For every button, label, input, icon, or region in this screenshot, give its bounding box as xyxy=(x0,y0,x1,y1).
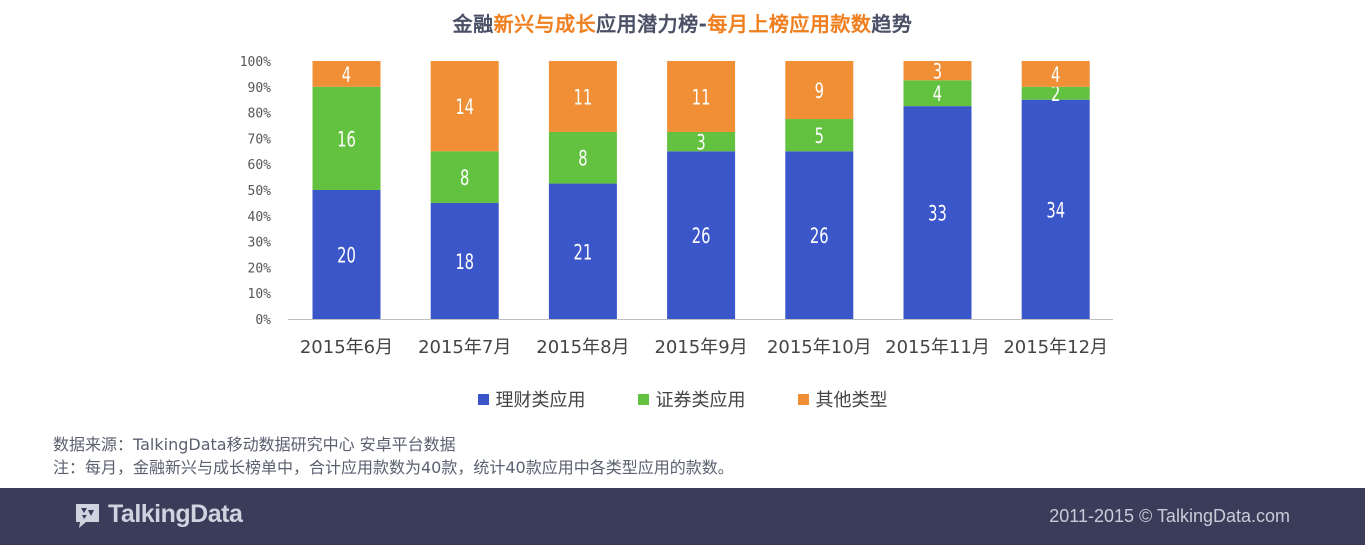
bar-segment xyxy=(785,119,854,152)
legend-item-other: 其他类型 xyxy=(797,386,888,412)
data-label: 16 xyxy=(337,129,356,152)
legend-item-securities: 证券类应用 xyxy=(637,386,746,412)
title-part-5: 趋势 xyxy=(871,12,913,36)
source-note: 数据来源：TalkingData移动数据研究中心 安卓平台数据 xyxy=(53,435,456,454)
y-tick-label: 30% xyxy=(248,236,272,251)
x-tick-label: 2015年10月 xyxy=(767,337,872,358)
bar-segment xyxy=(667,151,736,319)
legend-label-securities: 证券类应用 xyxy=(655,390,746,411)
chart-title: 金融新兴与成长应用潜力榜-每月上榜应用款数趋势 xyxy=(0,8,1365,37)
title-part-2: 新兴与成长 xyxy=(493,12,597,36)
data-label: 8 xyxy=(578,148,587,171)
footer-bar: TalkingData 2011-2015 © TalkingData.com xyxy=(0,488,1365,545)
bar-segment xyxy=(430,61,499,152)
data-label: 4 xyxy=(933,83,942,106)
bar-segment xyxy=(903,80,972,107)
y-axis: 0% 10% 20% 30% 40% 50% 60% 70% 80% 90% 100% xyxy=(240,55,271,328)
y-tick-label: 0% xyxy=(255,313,271,328)
bar-segment xyxy=(548,131,617,184)
data-label: 14 xyxy=(455,96,474,119)
y-tick-label: 60% xyxy=(248,158,272,173)
title-part-4: 每月上榜应用款数 xyxy=(707,12,872,36)
data-label: 21 xyxy=(574,241,593,264)
data-label: 3 xyxy=(696,132,705,155)
data-label: 18 xyxy=(455,251,474,274)
bar-segment xyxy=(430,151,499,203)
logo-text: TalkingData xyxy=(108,500,243,528)
data-label: 2 xyxy=(1051,83,1060,106)
method-note: 注：每月，金融新兴与成长榜单中，合计应用款数为40款，统计40款应用中各类型应用… xyxy=(53,458,734,477)
data-label: 34 xyxy=(1046,200,1065,223)
x-tick-label: 2015年7月 xyxy=(418,337,511,358)
legend: 理财类应用 证券类应用 其他类型 xyxy=(0,386,1365,412)
bar-segment xyxy=(548,61,617,132)
data-label: 4 xyxy=(342,64,351,87)
bar-segment xyxy=(430,202,499,319)
legend-label-wealth: 理财类应用 xyxy=(495,390,586,411)
bar-segment xyxy=(903,61,972,81)
data-label: 3 xyxy=(933,61,942,84)
bar-segment xyxy=(785,61,854,120)
y-tick-label: 80% xyxy=(248,107,272,122)
data-label: 9 xyxy=(815,80,824,103)
legend-swatch-wealth xyxy=(477,393,489,405)
bar-segment xyxy=(1021,99,1090,319)
data-label: 26 xyxy=(810,225,829,248)
talkingdata-logo: TalkingData xyxy=(72,500,243,529)
data-label: 11 xyxy=(574,87,593,110)
data-label: 8 xyxy=(460,167,469,190)
legend-label-other: 其他类型 xyxy=(815,390,888,411)
data-label: 33 xyxy=(928,203,947,226)
x-tick-label: 2015年11月 xyxy=(885,337,990,358)
data-label: 5 xyxy=(815,125,824,148)
y-tick-label: 40% xyxy=(248,210,272,225)
data-label: 20 xyxy=(337,245,356,268)
title-part-1: 金融 xyxy=(452,12,494,36)
x-tick-label: 2015年6月 xyxy=(300,337,393,358)
y-tick-label: 10% xyxy=(248,287,272,302)
x-axis: 2015年6月 2015年7月 2015年8月 2015年9月 2015年10月 2015… xyxy=(288,319,1113,358)
bar-segment xyxy=(312,61,381,87)
logo-icon xyxy=(76,503,99,528)
bar-segment xyxy=(548,183,617,319)
y-tick-label: 100% xyxy=(240,55,271,70)
bar-segment xyxy=(312,86,381,190)
bar-segment xyxy=(1021,86,1090,100)
bar-segment xyxy=(785,151,854,319)
bar-segment xyxy=(903,106,972,320)
y-tick-label: 20% xyxy=(248,261,272,276)
stacked-bar-chart: 0% 10% 20% 30% 40% 50% 60% 70% 80% 90% 100% 20 16 4 1… xyxy=(240,55,1113,358)
bar-segment xyxy=(1021,61,1090,87)
y-tick-label: 50% xyxy=(248,184,272,199)
y-tick-label: 70% xyxy=(248,132,272,147)
notes: 数据来源：TalkingData移动数据研究中心 安卓平台数据 注：每月，金融新… xyxy=(53,433,734,479)
bar-segment xyxy=(312,190,381,319)
y-tick-label: 90% xyxy=(248,81,272,96)
x-tick-label: 2015年9月 xyxy=(654,337,747,358)
data-label: 4 xyxy=(1051,64,1060,87)
legend-swatch-securities xyxy=(637,393,649,405)
data-label: 26 xyxy=(692,225,711,248)
data-label: 11 xyxy=(692,87,711,110)
bar-segment xyxy=(667,61,736,132)
title-part-3: 应用潜力榜- xyxy=(596,12,708,36)
copyright-text: 2011-2015 © TalkingData.com xyxy=(1049,506,1290,526)
x-tick-label: 2015年8月 xyxy=(536,337,629,358)
legend-item-wealth: 理财类应用 xyxy=(477,386,586,412)
bar-segment xyxy=(667,131,736,152)
x-tick-label: 2015年12月 xyxy=(1003,337,1108,358)
legend-swatch-other xyxy=(797,393,809,405)
